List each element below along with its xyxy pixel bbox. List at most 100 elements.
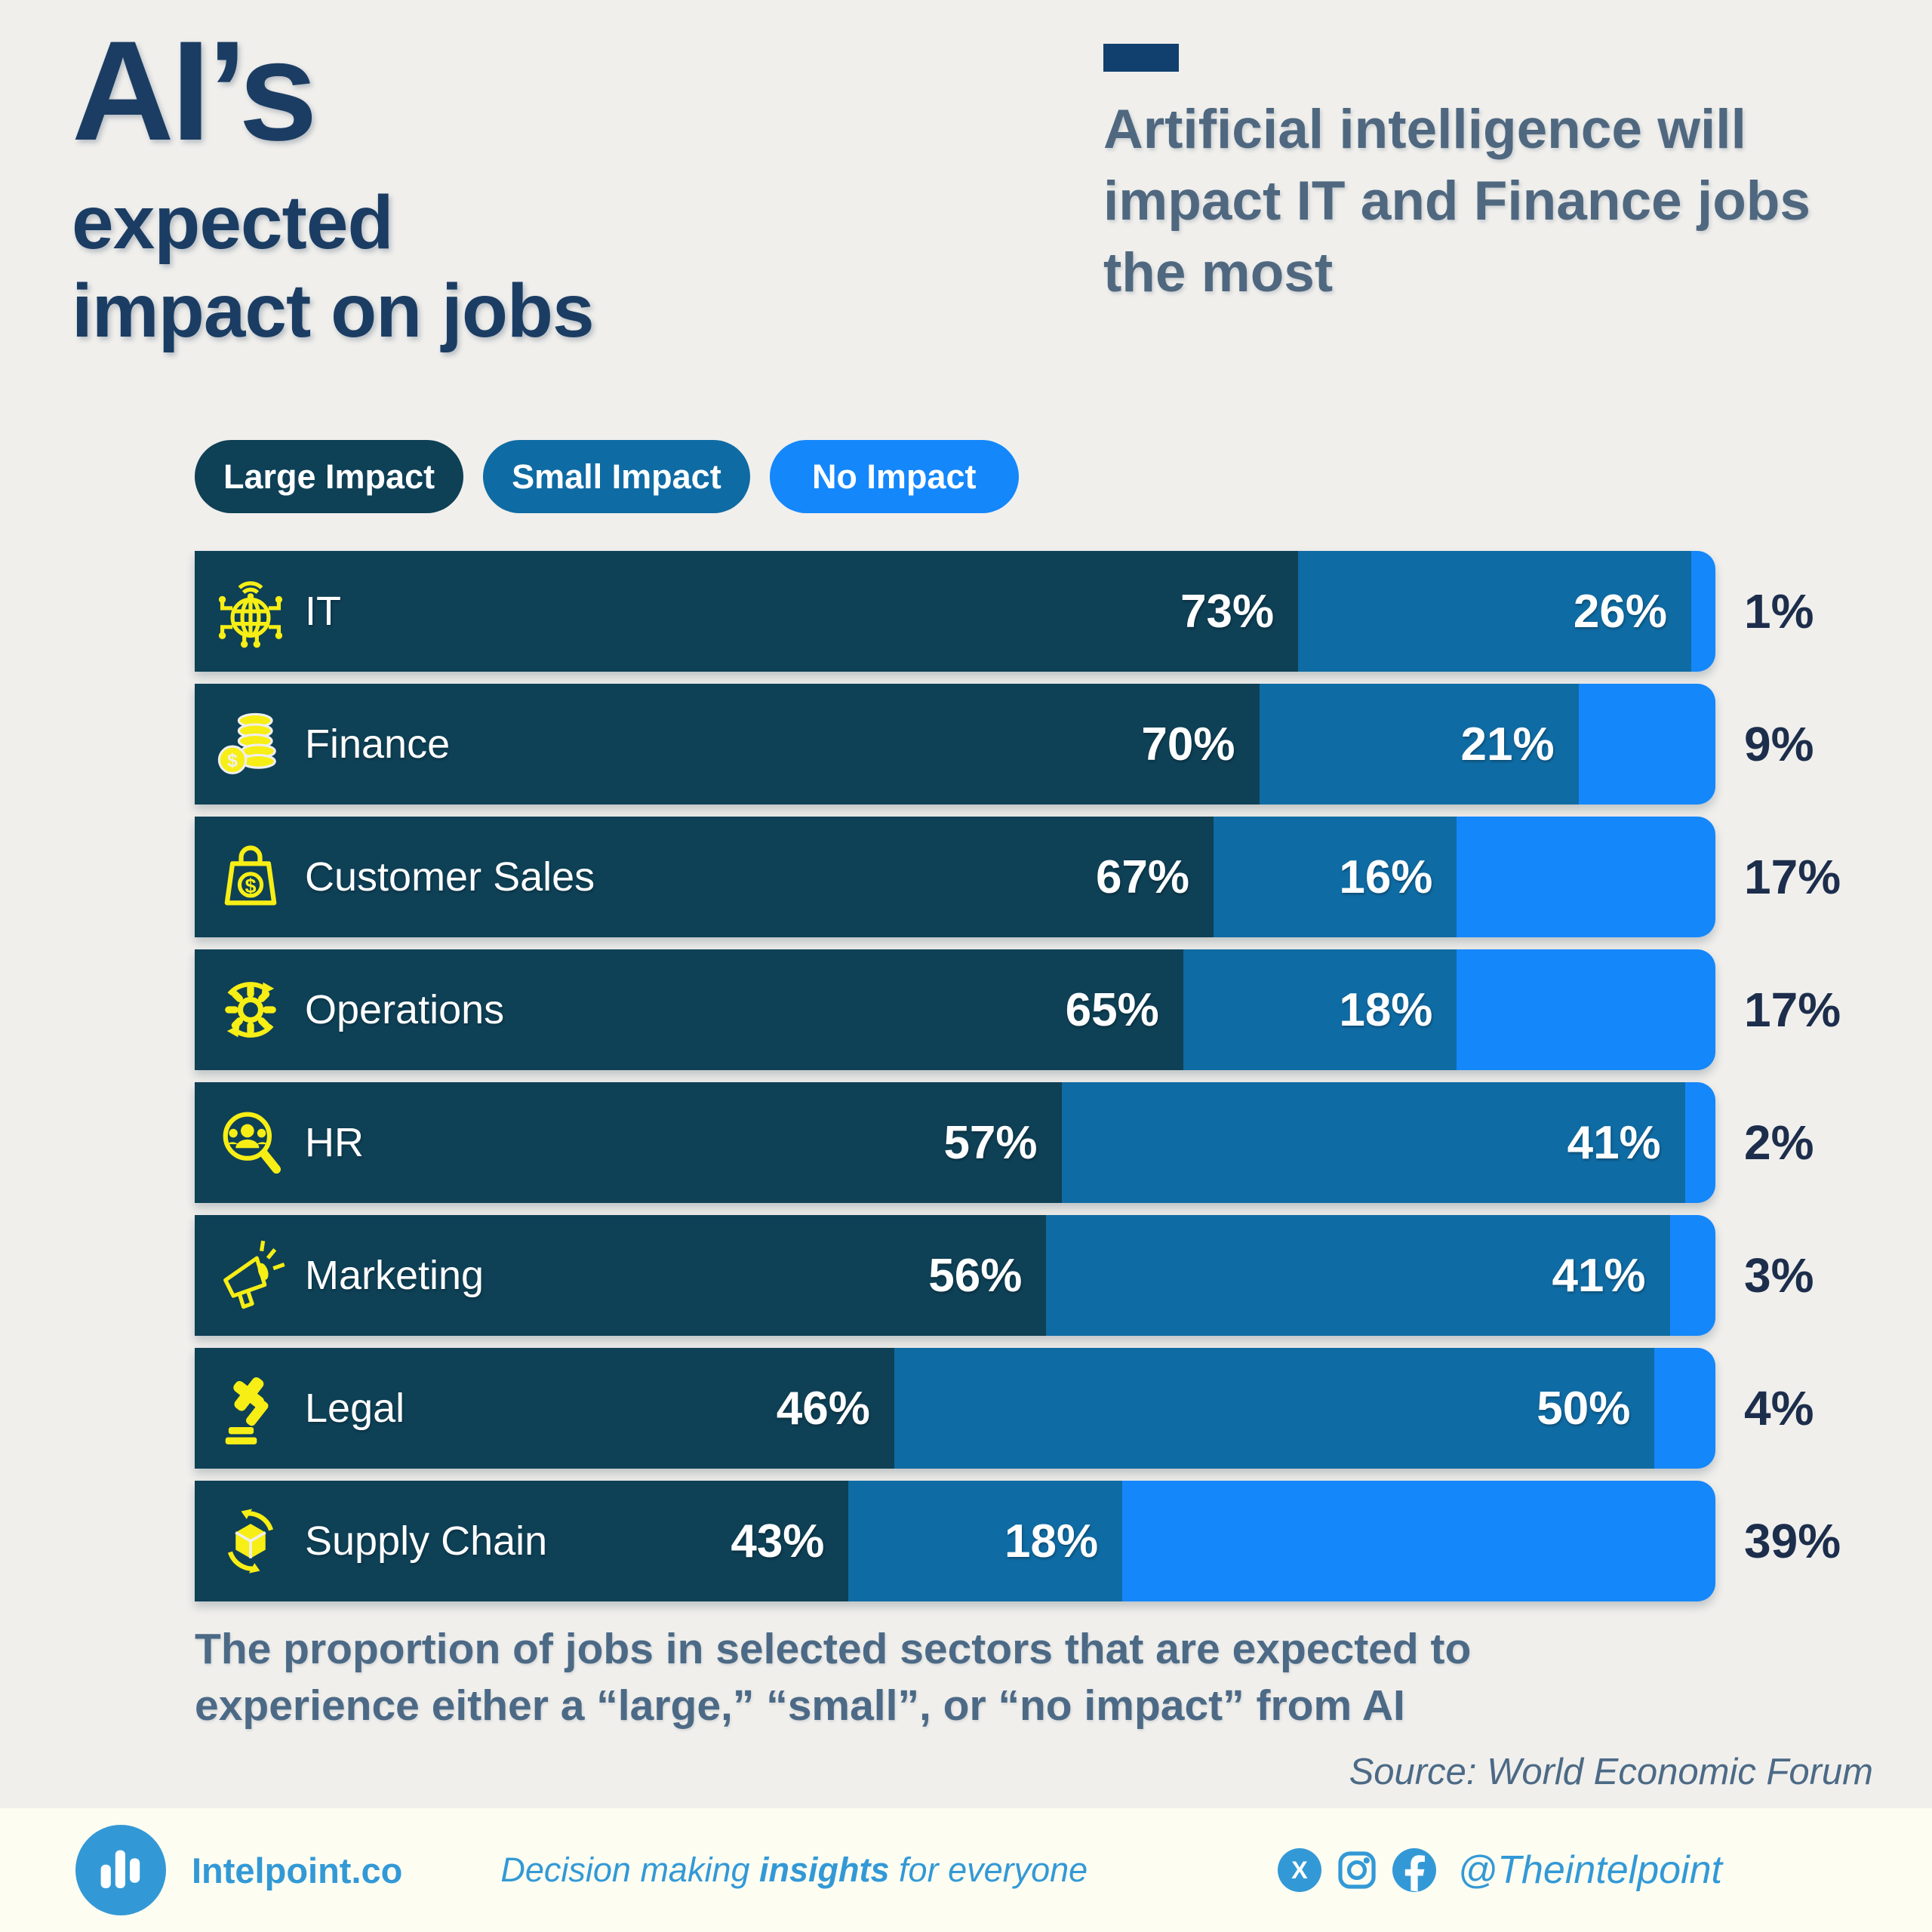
coins-icon: $ (211, 705, 290, 783)
footer: Intelpoint.co Decision making insights f… (0, 1808, 1932, 1932)
megaphone-icon (211, 1236, 290, 1315)
small-impact-value: 16% (1339, 851, 1433, 903)
small-impact-segment: 21% (1259, 684, 1579, 804)
large-impact-value: 46% (776, 1382, 870, 1435)
subtitle-block: Artificial intelligence will impact IT a… (1103, 44, 1903, 309)
brand-name: Intelpoint.co (192, 1850, 403, 1890)
small-impact-value: 18% (1004, 1515, 1099, 1567)
people-search-icon (211, 1103, 290, 1182)
bar-row: Supply Chain 43% 18% 39% (195, 1481, 1841, 1601)
no-impact-value: 4% (1744, 1381, 1814, 1435)
legend-pill-no-impact: No Impact (769, 440, 1019, 513)
bar-row: Marketing 56% 41% 3% (195, 1215, 1814, 1336)
sector: Operations (211, 971, 504, 1049)
small-impact-value: 26% (1573, 585, 1667, 638)
intelpoint-logo-icon (75, 1825, 166, 1915)
svg-text:X: X (1292, 1857, 1309, 1884)
small-impact-value: 18% (1339, 983, 1433, 1036)
large-impact-segment: Marketing 56% (195, 1215, 1047, 1336)
title-line-3: impact on jobs (72, 269, 595, 354)
no-impact-value: 9% (1744, 717, 1814, 771)
tagline: Decision making insights for everyone (500, 1850, 1088, 1889)
stacked-bar: IT 73% 26% (195, 551, 1715, 672)
large-impact-segment: Operations 65% (195, 949, 1183, 1070)
sector-label: HR (305, 1120, 364, 1165)
globe-network-icon (211, 572, 290, 651)
large-impact-value: 56% (928, 1249, 1023, 1302)
no-impact-segment (1691, 551, 1715, 672)
stacked-bar: Legal 46% 50% (195, 1348, 1715, 1469)
large-impact-segment: HR 57% (195, 1082, 1062, 1203)
legend-pill-large-impact: Large Impact (195, 440, 464, 513)
title-rest: expected impact on jobs (72, 179, 595, 355)
no-impact-value: 17% (1744, 983, 1841, 1037)
sector-label: Operations (305, 987, 505, 1032)
gear-sync-icon (211, 971, 290, 1049)
title-line-2: expected (72, 180, 394, 266)
x-icon[interactable]: X (1278, 1848, 1322, 1892)
legend-pill-small-impact: Small Impact (483, 440, 750, 513)
legend: Large Impact Small Impact No Impact (195, 440, 1019, 513)
large-impact-segment: Legal 46% (195, 1348, 894, 1469)
small-impact-segment: 16% (1214, 817, 1457, 937)
sector: IT (211, 572, 341, 651)
no-impact-segment (1457, 949, 1715, 1070)
no-impact-segment (1654, 1348, 1715, 1469)
no-impact-segment (1669, 1215, 1715, 1336)
box-recycle-icon (211, 1502, 290, 1580)
social-handle: @Theintelpoint (1457, 1848, 1722, 1892)
stacked-bar: $ Customer Sales 67% 16% (195, 817, 1715, 937)
shopping-bag-icon: $ (211, 838, 290, 916)
no-impact-value: 39% (1744, 1514, 1841, 1568)
large-impact-value: 65% (1065, 983, 1159, 1036)
small-impact-segment: 41% (1061, 1082, 1685, 1203)
no-impact-segment (1684, 1082, 1715, 1203)
small-impact-segment: 18% (1183, 949, 1457, 1070)
bar-row: $ Customer Sales 67% 16% 17% (195, 817, 1841, 937)
small-impact-segment: 18% (848, 1481, 1123, 1601)
chart-caption: The proportion of jobs in selected secto… (195, 1625, 1472, 1730)
sector-label: Customer Sales (305, 854, 595, 900)
page-title: AI’s expected impact on jobs (72, 11, 595, 355)
no-impact-segment (1122, 1481, 1715, 1601)
bar-rows: IT 73% 26% 1% $ Finance 70% 21% (195, 551, 1841, 1614)
no-impact-value: 17% (1744, 850, 1841, 904)
stacked-bar: Marketing 56% 41% (195, 1215, 1715, 1336)
subtitle: Artificial intelligence will impact IT a… (1103, 99, 1810, 303)
small-impact-value: 50% (1537, 1382, 1631, 1435)
stacked-bar: $ Finance 70% 21% (195, 684, 1715, 804)
large-impact-value: 70% (1141, 718, 1235, 771)
title-line-1: AI’s (72, 11, 318, 170)
accent-bar (1103, 44, 1179, 72)
small-impact-value: 41% (1567, 1116, 1661, 1169)
small-impact-segment: 26% (1298, 551, 1691, 672)
instagram-icon[interactable] (1335, 1848, 1379, 1892)
small-impact-value: 21% (1460, 718, 1555, 771)
no-impact-segment (1457, 817, 1715, 937)
bar-row: Legal 46% 50% 4% (195, 1348, 1814, 1469)
facebook-icon[interactable] (1392, 1848, 1437, 1892)
stacked-bar: Supply Chain 43% 18% (195, 1481, 1715, 1601)
large-impact-value: 57% (943, 1116, 1038, 1169)
social-links: X @Theintelpoint (1278, 1847, 1722, 1893)
no-impact-value: 3% (1744, 1248, 1814, 1303)
sector: Supply Chain (211, 1502, 547, 1580)
no-impact-segment (1578, 684, 1715, 804)
small-impact-segment: 41% (1046, 1215, 1670, 1336)
source-note: Source: World Economic Forum (1349, 1752, 1873, 1792)
small-impact-value: 41% (1552, 1249, 1646, 1302)
no-impact-value: 1% (1744, 584, 1814, 638)
large-impact-segment: IT 73% (195, 551, 1299, 672)
no-impact-value: 2% (1744, 1115, 1814, 1170)
large-impact-segment: Supply Chain 43% (195, 1481, 849, 1601)
sector-label: Marketing (305, 1253, 485, 1298)
sector-label: IT (305, 589, 341, 634)
sector-label: Finance (305, 721, 451, 767)
large-impact-value: 67% (1095, 851, 1190, 903)
svg-text:$: $ (245, 875, 256, 897)
stacked-bar: Operations 65% 18% (195, 949, 1715, 1070)
stacked-bar: HR 57% 41% (195, 1082, 1715, 1203)
large-impact-segment: $ Customer Sales 67% (195, 817, 1214, 937)
gavel-icon (211, 1369, 290, 1447)
